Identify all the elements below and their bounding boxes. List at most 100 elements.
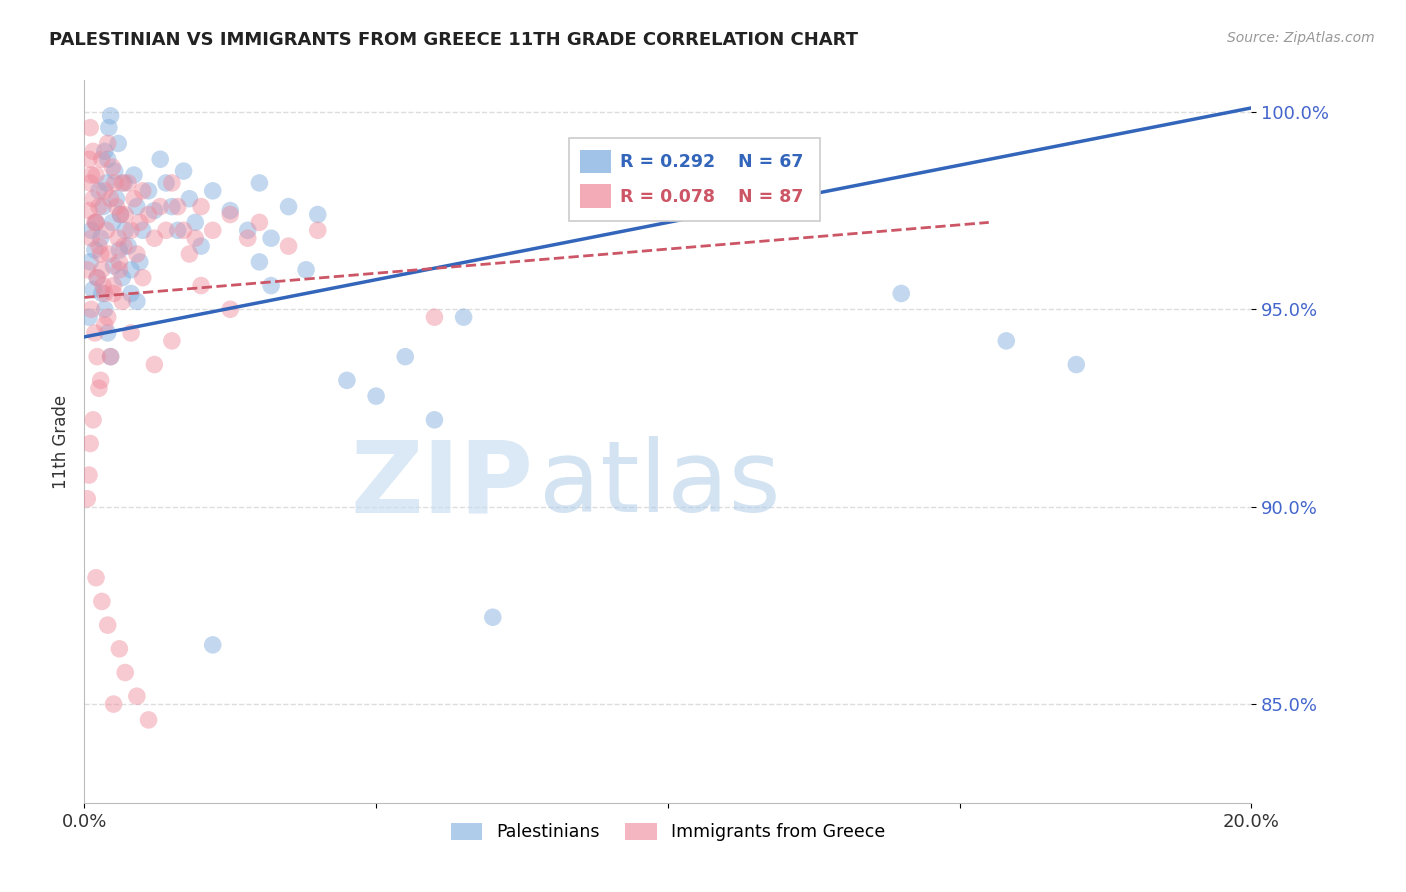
Point	[86, 270, 108, 285]
Point	[110, 207, 132, 221]
Point	[112, 176, 135, 190]
Point	[77, 468, 100, 483]
Point	[90, 153, 112, 167]
Point	[201, 223, 224, 237]
FancyBboxPatch shape	[581, 150, 610, 173]
Point	[366, 389, 388, 403]
Point	[219, 207, 242, 221]
Point	[120, 326, 142, 340]
Point	[143, 203, 166, 218]
Point	[103, 278, 125, 293]
Point	[190, 239, 212, 253]
Point	[117, 239, 139, 253]
Point	[97, 310, 120, 325]
Point	[84, 215, 107, 229]
Point	[110, 207, 132, 221]
Point	[108, 243, 131, 257]
Point	[79, 255, 101, 269]
Point	[1066, 358, 1088, 372]
Point	[103, 697, 125, 711]
Point	[122, 168, 145, 182]
Point	[90, 373, 112, 387]
Point	[138, 713, 160, 727]
Point	[184, 215, 207, 229]
Point	[82, 413, 104, 427]
Point	[132, 223, 155, 237]
Point	[149, 153, 172, 167]
Point	[90, 594, 112, 608]
Point	[87, 184, 110, 198]
Point	[100, 109, 122, 123]
Point	[94, 318, 117, 332]
Y-axis label: 11th Grade: 11th Grade	[52, 394, 70, 489]
Point	[108, 255, 131, 269]
Text: N = 87: N = 87	[738, 187, 803, 205]
Point	[482, 610, 505, 624]
Point	[94, 145, 117, 159]
Point	[103, 286, 125, 301]
Point	[173, 164, 195, 178]
Point	[201, 184, 224, 198]
Point	[190, 278, 212, 293]
Point	[179, 247, 201, 261]
Point	[190, 200, 212, 214]
Point	[132, 270, 155, 285]
Text: N = 67: N = 67	[738, 153, 803, 171]
Point	[111, 294, 134, 309]
Point	[77, 203, 100, 218]
Point	[97, 326, 120, 340]
Text: ZIP: ZIP	[350, 436, 534, 533]
Point	[94, 286, 117, 301]
Point	[125, 689, 148, 703]
Point	[80, 223, 103, 237]
Point	[138, 207, 160, 221]
Point	[173, 223, 195, 237]
Point	[79, 176, 101, 190]
FancyBboxPatch shape	[568, 138, 820, 221]
Point	[82, 283, 104, 297]
Point	[91, 278, 114, 293]
Point	[166, 223, 188, 237]
Point	[76, 491, 98, 506]
Point	[97, 618, 120, 632]
Point	[143, 358, 166, 372]
Point	[236, 223, 259, 237]
Point	[80, 231, 103, 245]
Point	[155, 223, 177, 237]
Point	[249, 255, 271, 269]
Point	[87, 200, 110, 214]
Point	[120, 262, 142, 277]
Point	[111, 270, 134, 285]
Point	[97, 247, 120, 261]
Point	[128, 215, 150, 229]
Point	[128, 255, 150, 269]
Point	[307, 207, 329, 221]
Point	[77, 310, 100, 325]
Point	[120, 223, 142, 237]
Point	[149, 200, 172, 214]
Point	[108, 262, 131, 277]
Point	[295, 262, 318, 277]
Point	[132, 184, 155, 198]
Point	[394, 350, 416, 364]
Point	[155, 176, 177, 190]
Point	[307, 223, 329, 237]
Point	[101, 160, 124, 174]
Point	[125, 200, 148, 214]
Point	[90, 262, 112, 277]
Point	[249, 176, 271, 190]
Point	[219, 203, 242, 218]
Point	[108, 641, 131, 656]
Point	[103, 259, 125, 273]
Point	[219, 302, 242, 317]
Point	[84, 215, 107, 229]
Point	[160, 176, 183, 190]
Point	[100, 192, 122, 206]
Point	[97, 136, 120, 151]
Point	[83, 215, 105, 229]
Point	[160, 200, 183, 214]
Point	[83, 243, 105, 257]
Point	[84, 571, 107, 585]
Point	[111, 176, 134, 190]
Point	[82, 145, 104, 159]
